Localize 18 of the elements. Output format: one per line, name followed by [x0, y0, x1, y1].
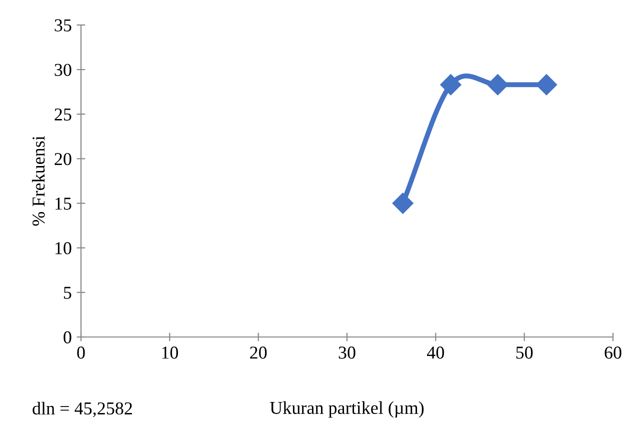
x-tick-label: 50 [516, 346, 533, 359]
x-tick-label: 0 [77, 346, 85, 359]
x-tick-label: 40 [426, 346, 444, 359]
y-tick-label: 20 [54, 152, 72, 166]
y-tick-label: 0 [64, 331, 72, 344]
x-axis-title: Ukuran partikel (µm) [270, 401, 424, 418]
y-tick-label: 10 [56, 242, 72, 254]
x-tick-label: 60 [604, 346, 622, 359]
text: dln = 45,2582 [32, 402, 132, 418]
y-tick-label: 35 [54, 19, 72, 32]
x-tick-label: 10 [162, 346, 178, 359]
y-tick-label: 5 [64, 286, 72, 299]
y-tick-label: 15 [56, 198, 72, 210]
x-tick-label: 20 [250, 346, 267, 359]
y-axis-title: % Frekuensi [32, 136, 45, 226]
y-tick-label: 30 [54, 64, 72, 76]
x-tick-label: 30 [338, 346, 356, 359]
y-tick-label: 25 [54, 108, 72, 121]
